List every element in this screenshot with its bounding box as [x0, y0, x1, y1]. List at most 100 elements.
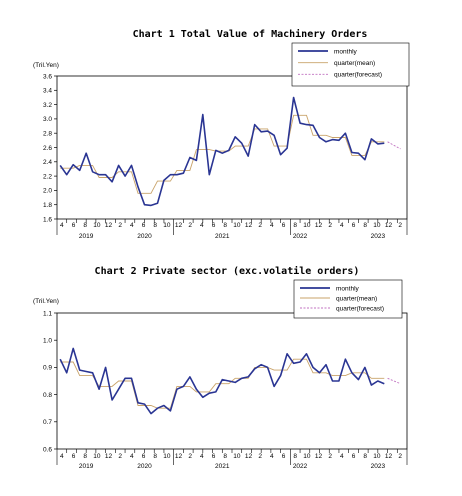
x-tick-label: 12: [175, 222, 183, 229]
legend-label: monthly: [334, 48, 358, 55]
x-tick-label: 8: [223, 222, 227, 229]
x-tick-label: 2: [118, 453, 122, 460]
y-tick-label: 2.4: [43, 159, 52, 166]
x-tick-label: 12: [245, 222, 253, 229]
x-tick-label: 4: [340, 453, 344, 460]
y-tick-label: 3.0: [43, 116, 52, 123]
y-tick-label: 2.8: [43, 131, 52, 138]
year-label: 2023: [371, 463, 386, 470]
series-monthly: [59, 347, 385, 415]
legend-label: monthly: [336, 285, 360, 292]
y-tick-label: 1.6: [43, 216, 52, 223]
x-tick-label: 10: [373, 222, 381, 229]
x-tick-label: 12: [315, 222, 323, 229]
x-tick-label: 6: [282, 453, 286, 460]
x-tick-label: 6: [352, 222, 356, 229]
y-tick-label: 2.6: [43, 145, 52, 152]
year-label: 2019: [79, 463, 94, 470]
x-tick-label: 8: [363, 222, 367, 229]
x-tick-label: 2: [188, 222, 192, 229]
x-tick-label: 12: [105, 453, 113, 460]
legend-box: [293, 279, 403, 319]
x-tick-label: 12: [245, 453, 253, 460]
chart-title: Chart 2 Private sector (exc.volatile ord…: [95, 265, 360, 277]
x-tick-label: 10: [233, 222, 241, 229]
series-quarter-forecast: [387, 141, 401, 150]
x-tick-label: 10: [233, 453, 241, 460]
plot-area: [56, 75, 408, 220]
legend-label: quarter(forecast): [336, 305, 384, 312]
chart-1: Chart 1 Total Value of Machinery Orders (…: [33, 28, 410, 240]
y-tick-label: 3.6: [43, 73, 52, 80]
x-tick-label: 12: [105, 222, 113, 229]
x-tick-label: 4: [60, 453, 64, 460]
year-label: 2020: [137, 233, 152, 240]
x-tick-label: 8: [293, 453, 297, 460]
x-tick-label: 2: [328, 453, 332, 460]
y-unit-label: (Tril.Yen): [33, 298, 59, 305]
y-tick-label: 0.8: [43, 392, 52, 399]
y-tick-label: 1.1: [43, 310, 52, 317]
x-tick-label: 4: [270, 222, 274, 229]
x-tick-label: 4: [130, 453, 134, 460]
x-tick-label: 10: [303, 453, 311, 460]
x-tick-label: 2: [258, 453, 262, 460]
y-tick-label: 0.7: [43, 419, 52, 426]
year-label: 2019: [79, 233, 94, 240]
chart-2: Chart 2 Private sector (exc.volatile ord…: [33, 265, 408, 470]
x-tick-label: 6: [212, 453, 216, 460]
series-quarter-mean: [60, 114, 385, 194]
x-tick-label: 4: [60, 222, 64, 229]
y-tick-label: 3.2: [43, 102, 52, 109]
y-tick-label: 0.6: [43, 446, 52, 453]
x-tick-label: 12: [385, 222, 393, 229]
year-label: 2022: [293, 233, 308, 240]
year-label: 2021: [215, 233, 230, 240]
x-tick-label: 8: [153, 453, 157, 460]
x-tick-label: 4: [130, 222, 134, 229]
x-tick-label: 4: [200, 453, 204, 460]
y-tick-label: 2.2: [43, 173, 52, 180]
x-tick-label: 6: [352, 453, 356, 460]
x-tick-label: 6: [282, 222, 286, 229]
x-tick-label: 12: [175, 453, 183, 460]
y-unit-label: (Tril.Yen): [33, 62, 59, 69]
year-label: 2020: [137, 463, 152, 470]
x-tick-label: 6: [72, 222, 76, 229]
x-tick-label: 4: [200, 222, 204, 229]
x-tick-label: 2: [118, 222, 122, 229]
x-tick-label: 10: [93, 453, 101, 460]
legend-label: quarter(forecast): [334, 72, 382, 79]
x-tick-label: 2: [258, 222, 262, 229]
x-tick-label: 10: [163, 453, 171, 460]
x-tick-label: 2: [328, 222, 332, 229]
year-label: 2021: [215, 463, 230, 470]
x-tick-label: 2: [398, 222, 402, 229]
x-tick-label: 12: [385, 453, 393, 460]
x-tick-label: 4: [270, 453, 274, 460]
x-tick-label: 10: [373, 453, 381, 460]
x-tick-label: 8: [363, 453, 367, 460]
x-tick-label: 8: [223, 453, 227, 460]
x-tick-label: 8: [293, 222, 297, 229]
x-tick-label: 6: [212, 222, 216, 229]
x-tick-label: 6: [72, 453, 76, 460]
x-tick-label: 10: [93, 222, 101, 229]
x-tick-label: 10: [303, 222, 311, 229]
x-tick-label: 6: [142, 453, 146, 460]
y-tick-label: 2.0: [43, 188, 52, 195]
x-tick-label: 2: [398, 453, 402, 460]
year-label: 2023: [371, 233, 386, 240]
x-tick-label: 8: [83, 453, 87, 460]
y-tick-label: 0.9: [43, 365, 52, 372]
x-tick-label: 8: [83, 222, 87, 229]
y-tick-label: 3.4: [43, 88, 52, 95]
x-tick-label: 6: [142, 222, 146, 229]
series-quarter-forecast: [387, 377, 401, 385]
x-tick-label: 12: [315, 453, 323, 460]
chart-title: Chart 1 Total Value of Machinery Orders: [133, 28, 368, 40]
x-tick-label: 4: [340, 222, 344, 229]
x-tick-label: 8: [153, 222, 157, 229]
series-monthly: [59, 96, 385, 207]
